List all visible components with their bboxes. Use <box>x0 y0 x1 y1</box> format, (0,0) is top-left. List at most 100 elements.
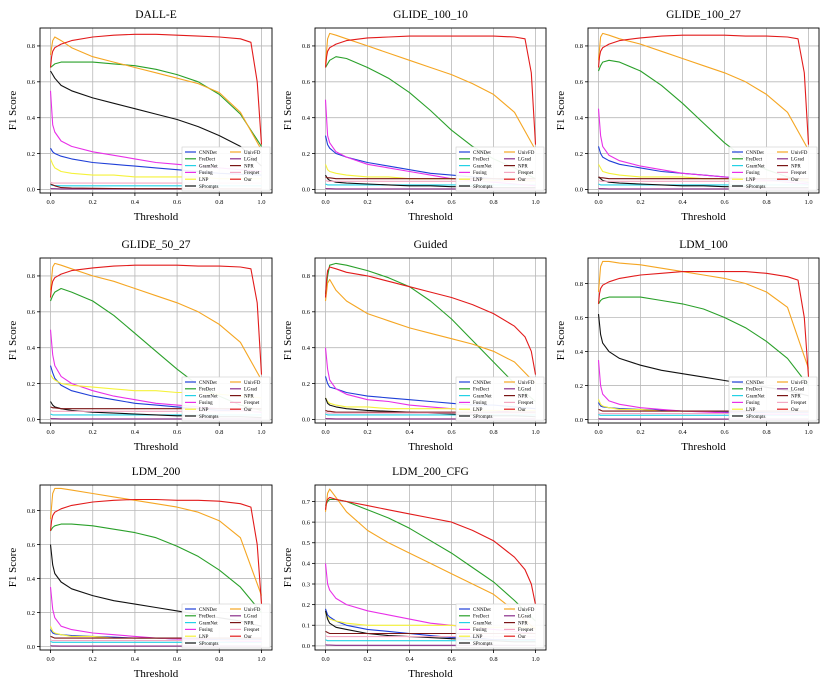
chart-7-series-fredect <box>325 498 536 622</box>
chart-2-ytick-label: 0.0 <box>575 187 583 194</box>
chart-1-xtick-label: 0.4 <box>405 199 414 206</box>
chart-3: 0.0 0.2 0.4 0.6 0.8 1.0 0.0 0.2 0.4 0.6 0.8 GLIDE_5… <box>7 239 273 453</box>
chart-1-legend-label: Fusing <box>473 171 487 176</box>
chart-7-legend-label: FreDect <box>473 615 490 620</box>
chart-1-frame <box>314 27 547 194</box>
chart-2-frame <box>587 27 820 194</box>
chart-5-series-univfd <box>597 260 810 369</box>
chart-1-legend-label: CNNDet <box>473 151 491 156</box>
chart-2-legend-label: UnivFD <box>791 151 808 156</box>
chart-5-xtick-label: 1.0 <box>804 429 812 436</box>
chart-4-legend-label: Fusing <box>473 401 487 406</box>
chart-1-legend-label: Freqnet <box>518 171 534 176</box>
chart-7-legend-label: LNP <box>473 635 483 640</box>
chart-0-ytick-label: 0.8 <box>27 43 35 50</box>
chart-7-legend-label: LGrad <box>518 615 532 620</box>
chart-1-legend-label: NPR <box>518 164 528 169</box>
chart-2-legend-label: FreDect <box>746 158 763 163</box>
chart-0-series-our <box>49 33 263 145</box>
chart-1-ylabel: F1 Score <box>282 91 294 131</box>
chart-2-legend-label: Fusing <box>746 171 760 176</box>
chart-0-xtick-label: 0.0 <box>46 199 54 206</box>
chart-4-ylabel: F1 Score <box>282 321 294 361</box>
chart-7-ytick-label: 0.2 <box>302 602 310 609</box>
chart-7-ytick-label: 0.0 <box>302 643 310 650</box>
chart-7-xtick-label: 0.6 <box>447 656 456 663</box>
chart-0-legend-label: NPR <box>244 164 254 169</box>
chart-7-legend-label: SPrompts <box>473 642 493 647</box>
chart-3-legend-label: CNNDet <box>199 381 217 386</box>
chart-3-xtick-label: 0.4 <box>131 429 140 436</box>
chart-5-series-our <box>597 271 810 378</box>
chart-0-ytick-label: 0.6 <box>27 79 36 86</box>
chart-3-xtick-label: 0.8 <box>215 429 223 436</box>
chart-5-series-fredect <box>598 296 809 386</box>
chart-3-series-univfd <box>49 262 262 381</box>
chart-3-xtick-label: 0.6 <box>173 429 182 436</box>
chart-7: 0.0 0.2 0.4 0.6 0.8 1.0 0.0 0.1 0.2 0.3 0.4 0.5 0.6 0… <box>282 466 547 680</box>
chart-5-legend-label: GramNet <box>746 394 765 399</box>
chart-1-legend-label: Our <box>518 178 526 183</box>
chart-0-ytick-label: 0.0 <box>27 187 35 194</box>
chart-0-xtick-label: 0.6 <box>173 199 182 206</box>
chart-6-legend-label: GramNet <box>199 621 218 626</box>
chart-1-legend-box <box>455 146 545 192</box>
chart-7-xlabel: Threshold <box>408 668 453 680</box>
chart-7-legend-label: Fusing <box>473 628 487 633</box>
chart-5-xtick-label: 0.8 <box>762 429 770 436</box>
chart-3-frame <box>39 257 273 424</box>
chart-1-series-univfd <box>324 32 536 151</box>
chart-3-title: GLIDE_50_27 <box>122 239 191 251</box>
chart-4-frame <box>314 257 547 424</box>
chart-2-legend-box <box>728 146 818 192</box>
chart-5-legend-label: Freqnet <box>791 401 807 406</box>
chart-7-ylabel: F1 Score <box>282 548 294 588</box>
chart-7-xtick-label: 0.2 <box>363 656 371 663</box>
chart-6-legend-label: LGrad <box>244 615 258 620</box>
chart-4-xtick-label: 0.8 <box>489 429 497 436</box>
chart-0-legend-label: Freqnet <box>244 171 260 176</box>
chart-4-ytick-label: 0.2 <box>302 381 310 388</box>
chart-3-series-our <box>49 264 263 375</box>
chart-7-legend-label: CNNDet <box>473 608 491 613</box>
chart-0-xlabel: Threshold <box>134 211 179 223</box>
chart-3-xtick-label: 1.0 <box>257 429 265 436</box>
chart-1-legend-label: FreDect <box>473 158 490 163</box>
chart-6-xlabel: Threshold <box>134 668 179 680</box>
chart-0-legend-label: LGrad <box>244 158 258 163</box>
chart-2-legend-label: NPR <box>791 164 801 169</box>
chart-5-ytick-label: 0.2 <box>575 383 583 390</box>
chart-6-legend-label: Freqnet <box>244 628 260 633</box>
chart-2-legend-label: GramNet <box>746 164 765 169</box>
chart-1-xtick-label: 0.2 <box>363 199 371 206</box>
chart-3-ytick-label: 0.6 <box>27 309 36 316</box>
chart-2-legend-label: CNNDet <box>746 151 764 156</box>
chart-0-xtick-label: 0.8 <box>215 199 223 206</box>
chart-2-ytick-label: 0.2 <box>575 151 583 158</box>
chart-3-legend-label: LGrad <box>244 388 258 393</box>
chart-7-legend-label: Our <box>518 635 526 640</box>
chart-4-xtick-label: 1.0 <box>531 429 539 436</box>
chart-3-legend-label: UnivFD <box>244 381 261 386</box>
chart-5-legend-label: SPrompts <box>746 415 766 420</box>
chart-6-xtick-label: 0.6 <box>173 656 182 663</box>
chart-3-ytick-label: 0.0 <box>27 417 35 424</box>
chart-2-xtick-label: 0.0 <box>594 199 602 206</box>
chart-2-legend-label: Our <box>791 178 799 183</box>
chart-1-ytick-label: 0.6 <box>302 79 311 86</box>
chart-6-ytick-label: 0.0 <box>27 644 35 651</box>
chart-5-legend-label: NPR <box>791 394 801 399</box>
chart-0-legend-box <box>181 146 271 192</box>
chart-7-series-univfd <box>324 488 536 630</box>
chart-1-ytick-label: 0.8 <box>302 43 310 50</box>
chart-7-frame <box>314 484 547 651</box>
chart-0-legend-label: FreDect <box>199 158 216 163</box>
chart-6-ytick-label: 0.2 <box>27 610 35 617</box>
chart-5-xlabel: Threshold <box>681 441 726 453</box>
chart-4-xtick-label: 0.6 <box>447 429 456 436</box>
chart-6-title: LDM_200 <box>132 466 181 478</box>
chart-4-legend-label: LGrad <box>518 388 532 393</box>
